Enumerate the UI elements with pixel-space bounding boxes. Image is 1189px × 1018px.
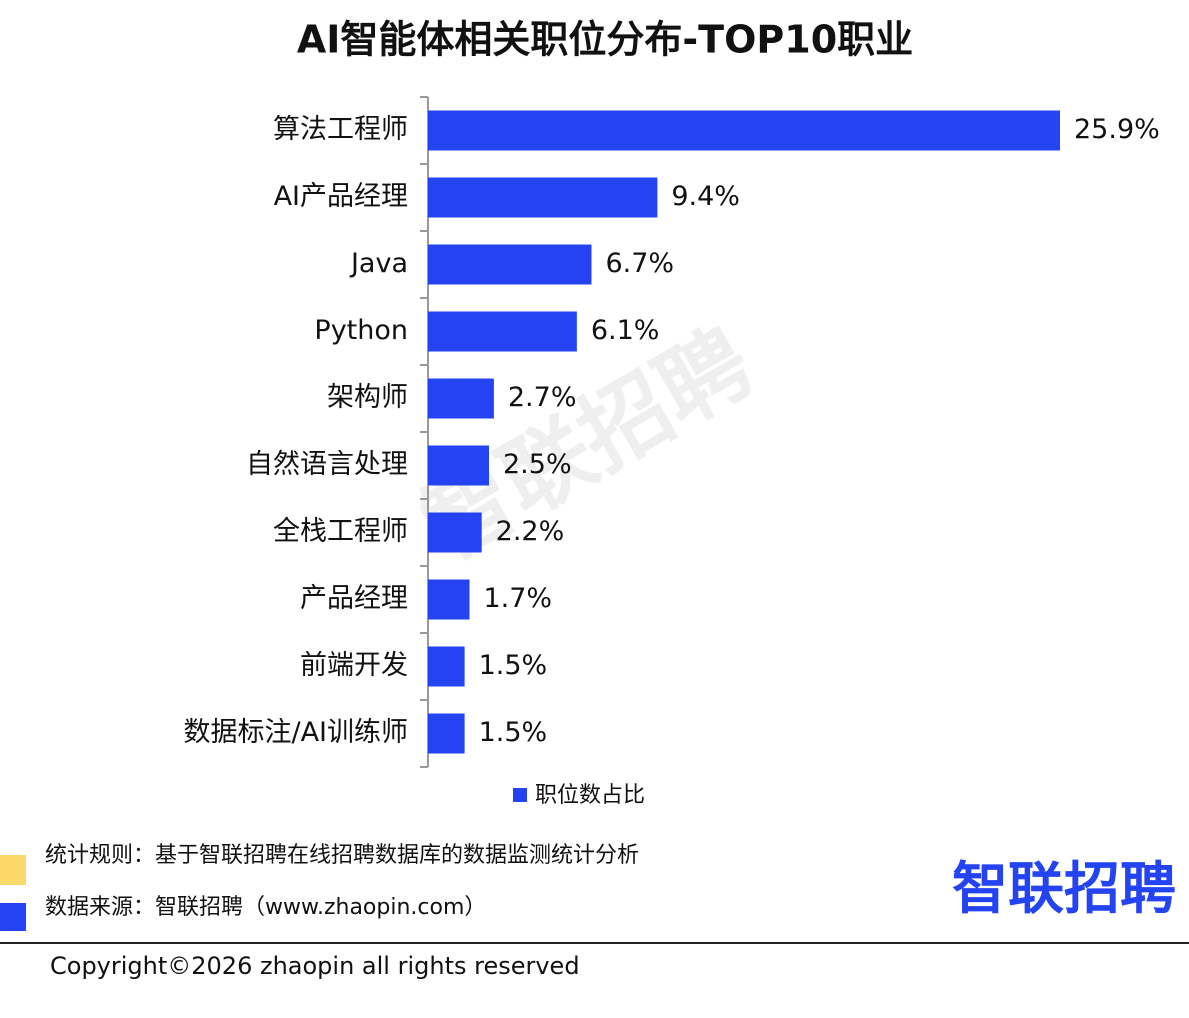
bar: [428, 646, 465, 687]
y-tick-label: 数据标注/AI训练师: [183, 717, 408, 748]
y-tick-label: 产品经理: [300, 583, 408, 614]
legend-swatch: [513, 788, 527, 802]
bar: [428, 512, 482, 553]
footer-rule: 统计规则：基于智联招聘在线招聘数据库的数据监测统计分析: [45, 843, 639, 868]
bar: [428, 713, 465, 754]
data-label: 2.2%: [496, 516, 565, 547]
data-label: 1.7%: [483, 583, 552, 614]
footer-source: 数据来源：智联招聘（www.zhaopin.com）: [45, 895, 486, 920]
bar: [428, 311, 577, 352]
chart-title: AI智能体相关职位分布-TOP10职业: [297, 18, 913, 62]
data-label: 2.7%: [508, 382, 577, 413]
y-tick-label: 全栈工程师: [273, 516, 408, 547]
copyright: Copyright©2026 zhaopin all rights reserv…: [50, 952, 580, 980]
data-label: 2.5%: [503, 449, 572, 480]
bar: [428, 177, 658, 218]
data-label: 9.4%: [671, 181, 740, 212]
y-tick-label: 架构师: [327, 382, 408, 413]
data-label: 6.7%: [605, 248, 674, 279]
data-label: 1.5%: [479, 650, 548, 681]
bar: [428, 579, 470, 620]
bar: [428, 378, 494, 419]
bar: [428, 110, 1060, 151]
data-label: 1.5%: [479, 717, 548, 748]
bar: [428, 244, 592, 285]
y-tick-label: 前端开发: [300, 650, 408, 681]
y-tick-label: Python: [314, 315, 408, 346]
y-tick-label: 自然语言处理: [246, 449, 408, 480]
deco-square: [0, 903, 26, 931]
legend-label: 职位数占比: [535, 783, 645, 808]
y-tick-label: Java: [349, 248, 408, 279]
y-tick-label: AI产品经理: [274, 181, 408, 212]
bar: [428, 445, 490, 486]
y-tick-label: 算法工程师: [273, 114, 408, 145]
data-label: 6.1%: [591, 315, 660, 346]
data-label: 25.9%: [1074, 114, 1160, 145]
deco-square: [0, 855, 26, 885]
logo: 智联招聘: [952, 857, 1176, 922]
